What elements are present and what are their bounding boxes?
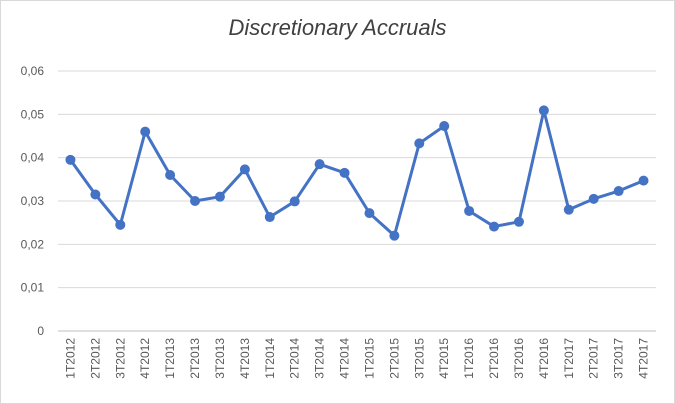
x-tick-label: 3T2013 [213,338,227,379]
x-tick-label: 3T2015 [412,338,426,379]
x-tick-label: 4T2014 [338,338,352,379]
x-tick-label: 1T2015 [362,338,376,379]
data-point [489,221,500,232]
x-tick-label: 1T2012 [63,338,77,379]
data-point [464,205,475,216]
data-point [214,191,225,202]
data-point [239,164,250,175]
y-tick-label: 0,03 [21,194,45,208]
x-tick-label: 2T2016 [487,338,501,379]
data-point [513,216,524,227]
x-tick-label: 4T2013 [238,338,252,379]
data-point [264,212,275,223]
x-tick-label: 4T2015 [437,338,451,379]
y-tick-label: 0,04 [21,151,45,165]
x-tick-label: 1T2014 [263,338,277,379]
data-point [115,219,126,230]
x-tick-label: 3T2014 [313,338,327,379]
data-point [563,204,574,215]
x-tick-label: 2T2013 [188,338,202,379]
x-tick-label: 3T2012 [113,338,127,379]
x-tick-label: 1T2013 [163,338,177,379]
y-tick-label: 0,01 [21,281,45,295]
data-point [638,175,649,186]
data-point [439,121,450,132]
data-point [414,138,425,149]
data-point [314,159,325,170]
x-tick-label: 1T2017 [562,338,576,379]
y-axis-ticks: 0 0,01 0,02 0,03 0,04 0,05 0,06 [21,64,45,338]
data-point [65,154,76,165]
data-point [90,189,101,200]
y-tick-label: 0,06 [21,64,45,78]
data-point [289,196,300,207]
data-point [165,170,176,180]
data-point [588,193,599,204]
data-point [538,105,549,116]
data-point [140,126,151,137]
series-group [65,105,649,241]
series-line [68,108,646,238]
data-point [613,186,624,197]
data-point [190,196,201,206]
y-tick-label: 0 [37,324,44,338]
x-tick-label: 3T2017 [612,338,626,379]
x-tick-label: 3T2016 [512,338,526,379]
data-point [389,230,400,241]
x-tick-label: 2T2015 [387,338,401,379]
x-tick-label: 4T2012 [138,338,152,379]
data-point [339,167,350,178]
y-tick-label: 0,05 [21,107,45,121]
x-tick-label: 1T2016 [462,338,476,379]
chart-title: Discretionary Accruals [228,15,447,40]
x-tick-label: 2T2017 [587,338,601,379]
x-tick-label: 4T2016 [537,338,551,379]
y-tick-label: 0,02 [21,237,45,251]
gridlines [58,70,656,332]
data-point [364,208,375,219]
x-tick-label: 2T2014 [288,338,302,379]
x-tick-label: 4T2017 [637,338,651,379]
x-tick-label: 2T2012 [88,338,102,379]
x-axis-ticks: 1T2012 2T2012 3T2012 4T2012 1T2013 2T2013 3T20… [63,338,650,379]
